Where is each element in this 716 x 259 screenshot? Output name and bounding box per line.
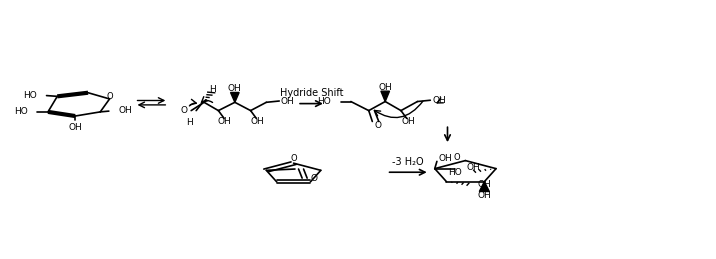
Text: HO: HO xyxy=(317,97,331,106)
Text: OH: OH xyxy=(478,191,491,200)
Text: O: O xyxy=(290,154,297,163)
Text: OH: OH xyxy=(68,123,82,132)
Polygon shape xyxy=(479,182,489,191)
Text: OH: OH xyxy=(378,83,392,92)
Text: HO: HO xyxy=(24,91,37,99)
Text: -3 H₂O: -3 H₂O xyxy=(392,157,424,167)
Text: Hydride Shift: Hydride Shift xyxy=(280,88,343,98)
Text: O: O xyxy=(106,92,113,101)
Text: HO: HO xyxy=(14,107,28,116)
Text: H: H xyxy=(185,118,193,127)
Text: OH: OH xyxy=(467,163,480,172)
Text: O: O xyxy=(180,106,188,115)
Text: OH: OH xyxy=(478,180,491,189)
Text: HO: HO xyxy=(448,168,462,177)
Text: H: H xyxy=(209,85,216,94)
Text: O: O xyxy=(453,154,460,162)
Text: OH: OH xyxy=(432,96,446,105)
Text: OH: OH xyxy=(118,106,132,115)
Text: OH: OH xyxy=(217,117,231,126)
Text: OH: OH xyxy=(281,97,295,105)
Text: OH: OH xyxy=(401,117,415,126)
Text: OH: OH xyxy=(438,154,452,163)
Polygon shape xyxy=(381,91,390,102)
Text: OH: OH xyxy=(251,117,265,126)
Polygon shape xyxy=(231,92,239,102)
Text: OH: OH xyxy=(228,84,242,93)
Text: O: O xyxy=(310,174,317,183)
Text: O: O xyxy=(374,121,382,130)
